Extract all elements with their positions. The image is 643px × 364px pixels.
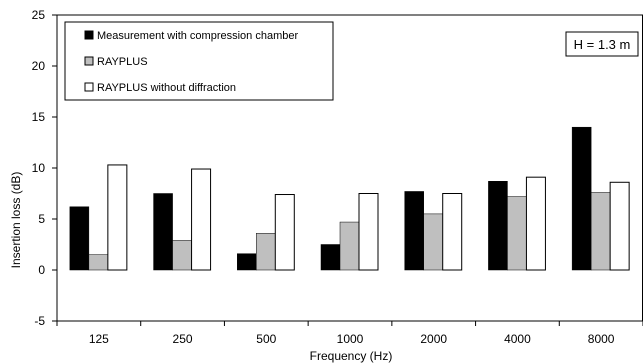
y-axis-title: Insertion loss (dB) [9,172,23,269]
legend-label: RAYPLUS [97,56,148,68]
y-tick-label: 5 [38,212,45,226]
y-tick-label: 20 [32,59,46,73]
bar-rayplus [88,254,109,271]
x-tick-label: 250 [173,332,193,346]
bar-measurement [237,253,257,271]
x-tick-label: 4000 [504,332,531,346]
y-tick-label: -5 [34,314,45,328]
x-axis: 125 250 500 1000 2000 4000 8000 [56,321,643,346]
x-axis-title: Frequency (Hz) [310,349,393,363]
y-tick-label: 25 [32,8,46,22]
annotation-text: H = 1.3 m [574,37,631,52]
bar-rayplus-no-diffraction [609,181,630,271]
legend-swatch [84,30,94,40]
bars [69,126,630,271]
bar-rayplus-no-diffraction [107,164,128,271]
bar-rayplus-no-diffraction [525,176,546,271]
y-axis: -5 0 5 10 15 20 25 [32,8,57,328]
bar-rayplus [339,221,360,271]
bar-rayplus [507,196,527,271]
x-tick-label: 2000 [420,332,447,346]
bar-measurement [571,126,592,271]
legend-box [64,21,334,101]
bar-rayplus [590,192,611,271]
x-tick-label: 8000 [588,332,615,346]
bar-rayplus-no-diffraction [358,193,379,271]
bar-rayplus [423,213,443,271]
bar-measurement [69,206,90,271]
bar-rayplus-no-diffraction [191,168,212,271]
bar-measurement [404,191,424,271]
legend-swatch [84,56,94,66]
x-tick-label: 125 [89,332,109,346]
bar-measurement [488,181,508,271]
y-tick-label: 10 [32,161,46,175]
bar-measurement [320,244,341,271]
x-tick-label: 1000 [337,332,364,346]
legend: Measurement with compression chamber RAYP… [64,21,334,101]
bar-rayplus-no-diffraction [442,193,463,271]
bar-rayplus-no-diffraction [274,194,295,271]
y-tick-label: 0 [38,263,45,277]
bar-measurement [153,193,173,271]
bar-rayplus [172,240,192,271]
bar-rayplus [256,233,276,271]
legend-swatch [84,82,94,92]
legend-label: RAYPLUS without diffraction [97,82,236,94]
y-tick-label: 15 [32,110,46,124]
annotation-box: H = 1.3 m [565,31,639,57]
legend-label: Measurement with compression chamber [97,30,298,42]
x-tick-label: 500 [256,332,276,346]
